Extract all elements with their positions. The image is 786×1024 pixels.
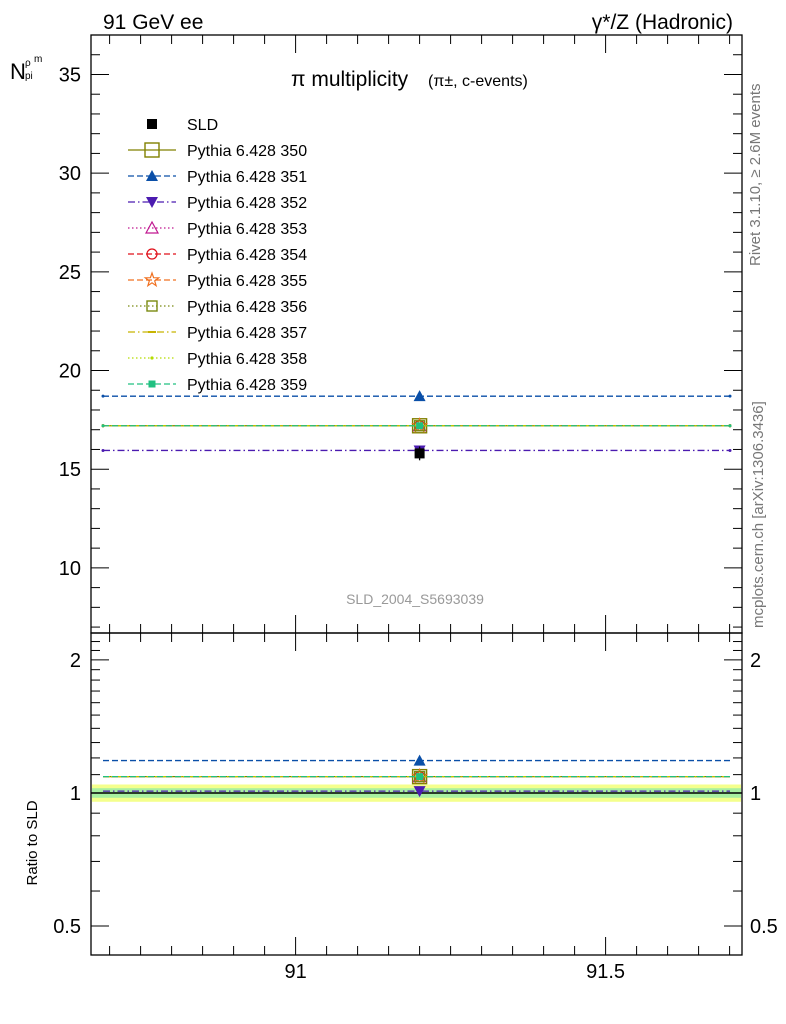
- y-tick-label: 15: [59, 459, 81, 481]
- svg-text:m: m: [34, 54, 42, 65]
- energy-label: 91 GeV ee: [103, 11, 203, 34]
- legend-item: Pythia 6.428 350: [128, 142, 307, 160]
- ratio-uncertainty-band: [91, 784, 742, 802]
- series-edge-point: [101, 448, 105, 452]
- ratio-series-point: [413, 754, 426, 766]
- legend-item: Pythia 6.428 355: [128, 271, 307, 290]
- ratio-y-tick-label-right: 0.5: [750, 916, 778, 938]
- series-layer: [101, 390, 732, 798]
- legend-item: Pythia 6.428 357: [128, 325, 307, 342]
- legend-label: Pythia 6.428 359: [187, 377, 307, 394]
- legend-label: Pythia 6.428 356: [187, 299, 307, 316]
- legend-item: Pythia 6.428 354: [128, 247, 307, 264]
- legend-item: Pythia 6.428 358: [128, 351, 307, 368]
- y-axis-label: N ρ pi m: [10, 54, 42, 84]
- legend-item: Pythia 6.428 356: [128, 299, 307, 316]
- ratio-y-tick-label: 0.5: [53, 916, 81, 938]
- legend-item: Pythia 6.428 359: [128, 377, 307, 394]
- y-tick-label: 25: [59, 262, 81, 284]
- svg-text:N: N: [10, 59, 26, 84]
- series-edge-point: [728, 448, 732, 452]
- chart-title: π multiplicity (π±, c-events): [291, 68, 528, 91]
- legend-marker: [144, 220, 160, 234]
- legend-marker: [146, 170, 158, 181]
- legend-label: Pythia 6.428 351: [187, 169, 307, 186]
- legend-label: Pythia 6.428 358: [187, 351, 307, 368]
- ratio-series-point: [416, 773, 424, 781]
- svg-text:π multiplicity: π multiplicity: [291, 68, 409, 91]
- ratio-y-tick-label-right: 1: [750, 783, 761, 805]
- svg-text:pi: pi: [25, 71, 33, 82]
- series-edge-point: [101, 394, 105, 398]
- legend-marker: [148, 380, 156, 388]
- x-tick-label: 91.5: [586, 961, 625, 983]
- mcplots-label: mcplots.cern.ch [arXiv:1306.3436]: [750, 401, 767, 628]
- legend-marker: [146, 248, 158, 260]
- data-point: [414, 448, 425, 459]
- series-point: [413, 390, 426, 402]
- series-point: [416, 422, 424, 430]
- y-tick-label: 10: [59, 558, 81, 580]
- y-tick-label: 30: [59, 163, 81, 185]
- legend-label: Pythia 6.428 357: [187, 325, 307, 342]
- series-359: [101, 422, 732, 781]
- legend-label: Pythia 6.428 353: [187, 221, 307, 238]
- ratio-y-tick-label: 2: [70, 650, 81, 672]
- legend-marker: [147, 119, 157, 129]
- y-tick-label: 35: [59, 64, 81, 86]
- legend-marker: [146, 300, 158, 312]
- legend-label: Pythia 6.428 352: [187, 195, 307, 212]
- ratio-y-tick-label: 1: [70, 783, 81, 805]
- ratio-y-tick-label-right: 2: [750, 650, 761, 672]
- x-tick-label: 91: [284, 961, 306, 983]
- legend: SLD Pythia 6.428 350 Pythia 6.428 351 Pythi…: [128, 117, 307, 394]
- svg-text:(π±, c-events): (π±, c-events): [428, 73, 528, 90]
- rivet-label: Rivet 3.1.10, ≥ 2.6M events: [747, 84, 764, 267]
- series-edge-point: [728, 424, 732, 428]
- legend-label: Pythia 6.428 354: [187, 247, 307, 264]
- axis-ticks: 10 15 20 25 30 35 91 91.5 0.5 0.5 1 1 2 2: [53, 34, 778, 983]
- legend-item: SLD: [147, 117, 218, 134]
- legend-label: Pythia 6.428 355: [187, 273, 307, 290]
- ratio-plot-frame: [90, 632, 743, 956]
- legend-marker: [144, 142, 160, 158]
- series-edge-point: [101, 424, 105, 428]
- series-edge-point: [728, 394, 732, 398]
- series-352: [101, 445, 732, 798]
- legend-item: Pythia 6.428 352: [128, 195, 307, 212]
- legend-marker: [146, 197, 158, 208]
- y-tick-label: 20: [59, 361, 81, 383]
- svg-text:ρ: ρ: [25, 58, 31, 69]
- legend-marker: [150, 356, 154, 360]
- data-series-sld: [414, 446, 425, 461]
- legend-marker: [143, 271, 161, 288]
- legend-label: Pythia 6.428 350: [187, 143, 307, 160]
- legend-item: Pythia 6.428 353: [128, 220, 307, 238]
- series-351: [101, 390, 732, 766]
- analysis-id: SLD_2004_S5693039: [346, 591, 484, 607]
- ratio-y-label: Ratio to SLD: [24, 800, 41, 885]
- ratio-series-point: [413, 786, 426, 798]
- legend-item: Pythia 6.428 351: [128, 169, 307, 186]
- legend-label: SLD: [187, 117, 218, 134]
- process-label: γ*/Z (Hadronic): [592, 11, 733, 34]
